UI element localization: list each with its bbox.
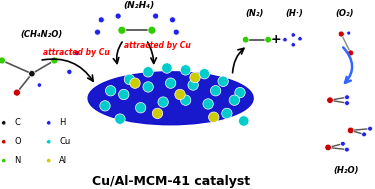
Circle shape <box>235 87 245 98</box>
Circle shape <box>46 121 51 125</box>
Circle shape <box>190 72 200 83</box>
Circle shape <box>67 69 72 74</box>
Circle shape <box>105 85 116 96</box>
Circle shape <box>203 99 213 109</box>
Circle shape <box>327 97 333 103</box>
Circle shape <box>210 85 221 96</box>
Circle shape <box>338 31 344 37</box>
Circle shape <box>291 43 296 47</box>
Circle shape <box>218 76 228 87</box>
Text: (N₂H₄): (N₂H₄) <box>124 1 155 10</box>
Circle shape <box>118 26 126 34</box>
Circle shape <box>115 114 125 124</box>
Text: H: H <box>59 118 66 127</box>
Circle shape <box>124 74 135 85</box>
Circle shape <box>175 89 185 100</box>
Circle shape <box>158 97 168 107</box>
Circle shape <box>143 67 153 77</box>
Circle shape <box>298 36 302 41</box>
Text: (H₂O): (H₂O) <box>334 166 359 175</box>
Text: attracted by Cu: attracted by Cu <box>124 41 190 50</box>
Text: (O₂): (O₂) <box>335 9 353 18</box>
Circle shape <box>2 158 6 163</box>
Text: C: C <box>14 118 20 127</box>
Circle shape <box>188 80 198 90</box>
Circle shape <box>100 101 110 111</box>
Circle shape <box>2 139 6 144</box>
Circle shape <box>162 63 172 73</box>
Circle shape <box>362 132 366 137</box>
Circle shape <box>143 82 153 92</box>
Circle shape <box>340 141 345 146</box>
Circle shape <box>345 147 349 152</box>
Circle shape <box>28 70 35 77</box>
Circle shape <box>291 33 296 37</box>
Circle shape <box>165 78 176 88</box>
Circle shape <box>152 108 163 119</box>
Circle shape <box>180 65 191 75</box>
Circle shape <box>199 68 210 79</box>
Circle shape <box>46 158 51 163</box>
Text: N: N <box>14 156 21 165</box>
Circle shape <box>153 13 159 19</box>
Circle shape <box>242 36 249 43</box>
Circle shape <box>2 121 6 125</box>
Circle shape <box>118 89 129 100</box>
Text: (CH₄N₂O): (CH₄N₂O) <box>21 29 63 39</box>
Circle shape <box>37 83 42 87</box>
Circle shape <box>115 13 121 19</box>
Ellipse shape <box>88 72 253 125</box>
Circle shape <box>348 50 354 56</box>
Circle shape <box>345 95 350 100</box>
Circle shape <box>345 101 350 105</box>
Circle shape <box>130 78 140 88</box>
Circle shape <box>135 102 146 113</box>
Text: Cu: Cu <box>59 137 70 146</box>
Circle shape <box>238 116 249 126</box>
Circle shape <box>51 57 58 64</box>
Circle shape <box>13 89 20 96</box>
Circle shape <box>283 37 287 42</box>
Circle shape <box>180 95 191 105</box>
Circle shape <box>94 29 100 35</box>
Circle shape <box>74 50 80 56</box>
Text: O: O <box>14 137 21 146</box>
Text: (H·): (H·) <box>285 9 303 18</box>
Circle shape <box>170 17 176 23</box>
Circle shape <box>46 139 51 144</box>
Circle shape <box>325 144 332 151</box>
Text: (N₂): (N₂) <box>246 9 264 18</box>
Circle shape <box>0 57 5 64</box>
Circle shape <box>347 127 354 134</box>
Circle shape <box>229 95 240 105</box>
Circle shape <box>209 112 219 122</box>
Circle shape <box>347 31 351 35</box>
Text: attracted by Cu: attracted by Cu <box>43 48 110 57</box>
Circle shape <box>368 126 372 131</box>
Circle shape <box>222 108 232 119</box>
Circle shape <box>148 26 156 34</box>
Text: +: + <box>270 33 281 46</box>
Text: Cu/Al-MCM-41 catalyst: Cu/Al-MCM-41 catalyst <box>92 175 250 188</box>
Circle shape <box>265 36 272 43</box>
Circle shape <box>98 17 104 23</box>
Text: Al: Al <box>59 156 68 165</box>
Circle shape <box>173 29 179 35</box>
